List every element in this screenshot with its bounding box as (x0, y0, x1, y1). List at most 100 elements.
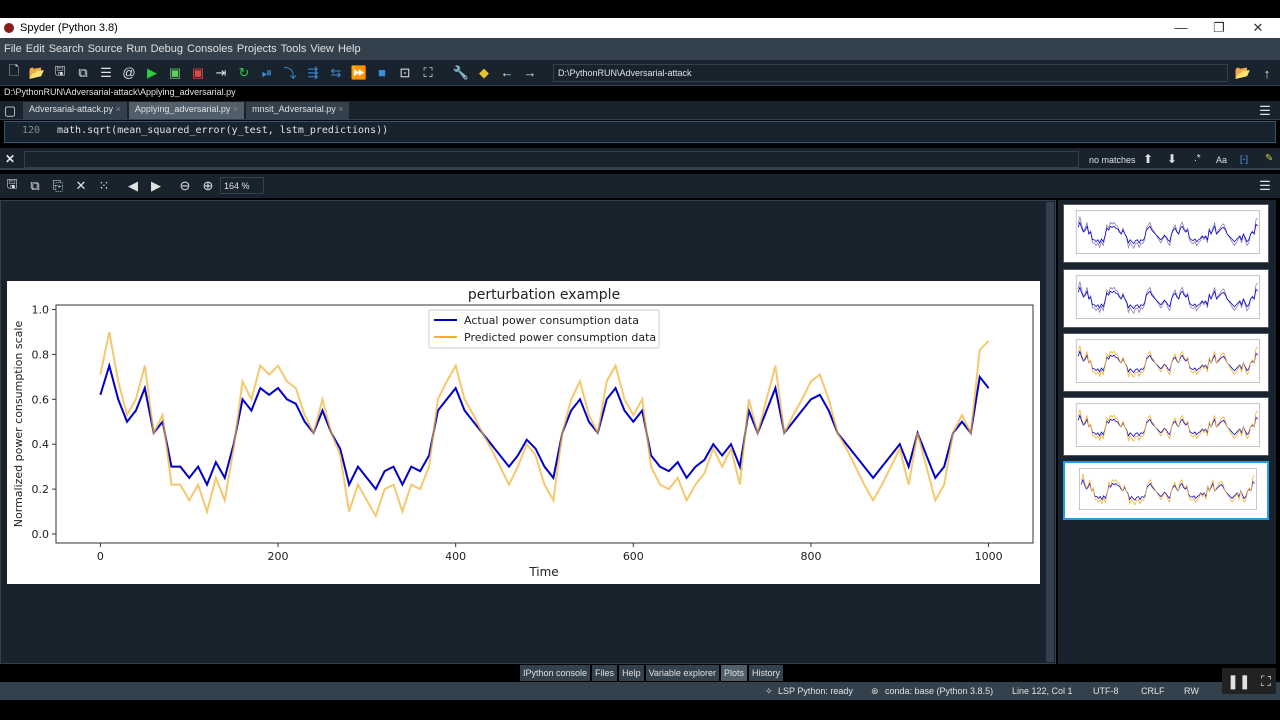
run-cell-advance-icon[interactable]: ▣ (191, 64, 205, 80)
outline-icon[interactable]: ☰ (100, 64, 112, 80)
editor-options-menu-icon[interactable]: ☰ (1259, 103, 1271, 118)
menu-search[interactable]: Search (48, 43, 84, 55)
find-status: no matches (1089, 155, 1136, 165)
close-tab-icon[interactable]: × (115, 104, 121, 114)
forward-arrow-icon[interactable]: → (523, 65, 537, 80)
minimize-button[interactable]: — (1174, 20, 1188, 35)
back-arrow-icon[interactable]: ← (500, 65, 514, 80)
y-tick-label: 0.0 (32, 528, 50, 541)
plots-options-menu-icon[interactable]: ☰ (1259, 178, 1271, 193)
plot-thumbnail-selected[interactable] (1063, 461, 1269, 520)
step-into-icon[interactable]: ⇶ (307, 64, 319, 80)
highlight-icon[interactable]: ✎ (1265, 153, 1274, 164)
save-icon[interactable]: 🖫 (54, 62, 66, 78)
menu-projects[interactable]: Projects (236, 43, 277, 55)
menu-tools[interactable]: Tools (280, 43, 307, 55)
menu-consoles[interactable]: Consoles (187, 43, 233, 55)
menu-debug[interactable]: Debug (150, 43, 184, 55)
tab-mnsit-adversarial[interactable]: mnsit_Adversarial.py × (246, 102, 350, 119)
tab-ipython-console[interactable]: IPython console (520, 665, 591, 681)
find-input[interactable] (24, 151, 1079, 168)
thumbnail-series-line (1077, 345, 1259, 379)
menu-edit[interactable]: Edit (25, 43, 45, 55)
maximize-pane-icon[interactable]: ⊡ (399, 64, 411, 80)
tab-plots[interactable]: Plots (720, 665, 747, 681)
zoom-in-icon[interactable]: ⊕ (202, 178, 214, 193)
file-permissions: RW (1184, 686, 1199, 696)
plot-thumbnail[interactable] (1063, 204, 1269, 263)
run-icon[interactable]: ▶ (147, 64, 157, 80)
menu-help[interactable]: Help (337, 43, 361, 55)
close-tab-icon[interactable]: × (338, 104, 344, 114)
working-directory-input[interactable]: D:\PythonRUN\Adversarial-attack (553, 64, 1228, 82)
y-tick-label: 1.0 (32, 303, 50, 316)
run-selection-icon[interactable]: ⇥ (215, 64, 227, 80)
remove-plot-icon[interactable]: ✕ (75, 178, 87, 193)
browse-tabs-icon[interactable]: ▢ (3, 102, 17, 118)
open-file-icon[interactable]: 📂 (28, 64, 46, 80)
case-sensitive-toggle[interactable]: Aa (1216, 155, 1228, 165)
lsp-status: LSP Python: ready (778, 686, 853, 696)
copy-plot-icon[interactable]: ⎘ (52, 178, 64, 193)
at-icon[interactable]: @ (122, 65, 136, 80)
next-plot-icon[interactable]: ▶ (151, 178, 161, 193)
find-previous-icon[interactable]: ⬆ (1143, 152, 1154, 166)
window-title: Spyder (Python 3.8) (20, 22, 118, 34)
browse-folder-icon[interactable]: 📂 (1234, 65, 1252, 80)
line-number: 120 (21, 125, 41, 136)
pause-icon[interactable]: ❚❚ (1227, 672, 1251, 689)
stop-icon[interactable]: ■ (378, 65, 386, 80)
continue-icon[interactable]: ⏩ (350, 64, 368, 80)
tab-variable-explorer[interactable]: Variable explorer (645, 665, 719, 681)
tab-label: mnsit_Adversarial.py (252, 104, 336, 114)
close-tab-icon[interactable]: × (232, 104, 239, 114)
rerun-icon[interactable]: ↻ (238, 64, 250, 80)
tab-help[interactable]: Help (619, 665, 644, 681)
plot-thumbnail[interactable] (1063, 269, 1269, 328)
maximize-button[interactable]: ❐ (1213, 20, 1225, 35)
cursor-position: Line 122, Col 1 (1012, 686, 1073, 696)
legend-label-actual: Actual power consumption data (464, 314, 639, 327)
find-next-icon[interactable]: ⬇ (1167, 152, 1178, 166)
plot-scrollbar[interactable] (1046, 202, 1054, 662)
menu-view[interactable]: View (310, 43, 334, 55)
screen-capture-icon[interactable]: ⛶ (1261, 672, 1271, 689)
tab-applying-adversarial[interactable]: Applying_adversarial.py × (128, 102, 245, 119)
save-all-icon[interactable]: ⧉ (78, 64, 88, 80)
tab-history[interactable]: History (748, 665, 783, 681)
title-bar: Spyder (Python 3.8) — ❐ ✕ (0, 18, 1280, 38)
menu-run[interactable]: Run (126, 43, 147, 55)
debug-icon[interactable]: ⏯ (261, 64, 273, 80)
figure: perturbation example Time Normalized pow… (7, 281, 1040, 584)
tab-adversarial-attack[interactable]: Adversarial-attack.py × (23, 102, 127, 119)
code-editor[interactable]: 120 math.sqrt(mean_squared_error(y_test, … (4, 121, 1276, 143)
zoom-level-input[interactable]: 164 % (220, 177, 264, 194)
save-all-plots-icon[interactable]: ⧉ (30, 178, 40, 193)
parent-dir-up-icon[interactable]: ↑ (1263, 65, 1271, 81)
previous-plot-icon[interactable]: ◀ (128, 178, 138, 193)
whole-word-icon[interactable]: [-] (1240, 154, 1248, 164)
new-file-icon[interactable]: 🗋 (8, 62, 20, 78)
menu-file[interactable]: File (4, 43, 22, 55)
plot-thumbnail[interactable] (1063, 397, 1269, 456)
menu-source[interactable]: Source (87, 43, 123, 55)
save-plot-icon[interactable]: 🖫 (6, 176, 18, 191)
plot-thumbnail[interactable] (1063, 333, 1269, 392)
close-find-icon[interactable]: ✕ (5, 152, 16, 166)
zoom-out-icon[interactable]: ⊖ (179, 178, 191, 193)
preferences-wrench-icon[interactable]: 🔧 (452, 64, 470, 80)
predicted-series-line (99, 331, 990, 519)
remove-all-plots-icon[interactable]: ⁙ (98, 178, 110, 193)
tab-files[interactable]: Files (592, 665, 618, 681)
run-cell-icon[interactable]: ▣ (168, 64, 182, 80)
step-icon[interactable]: ⤵ (283, 66, 297, 81)
fullscreen-icon[interactable]: ⛶ (423, 64, 433, 80)
step-return-icon[interactable]: ⇆ (330, 64, 342, 80)
x-tick-label: 400 (445, 550, 466, 563)
python-path-icon[interactable]: ◆ (479, 64, 489, 80)
editor-tabs: ▢ Adversarial-attack.py × Applying_adver… (0, 101, 1280, 120)
regex-icon[interactable]: .* (1194, 153, 1201, 164)
editor-file-path: D:\PythonRUN\Adversarial-attack\Applying… (4, 87, 236, 97)
close-window-button[interactable]: ✕ (1252, 20, 1264, 35)
pane-tabs: IPython console Files Help Variable expl… (520, 665, 785, 681)
